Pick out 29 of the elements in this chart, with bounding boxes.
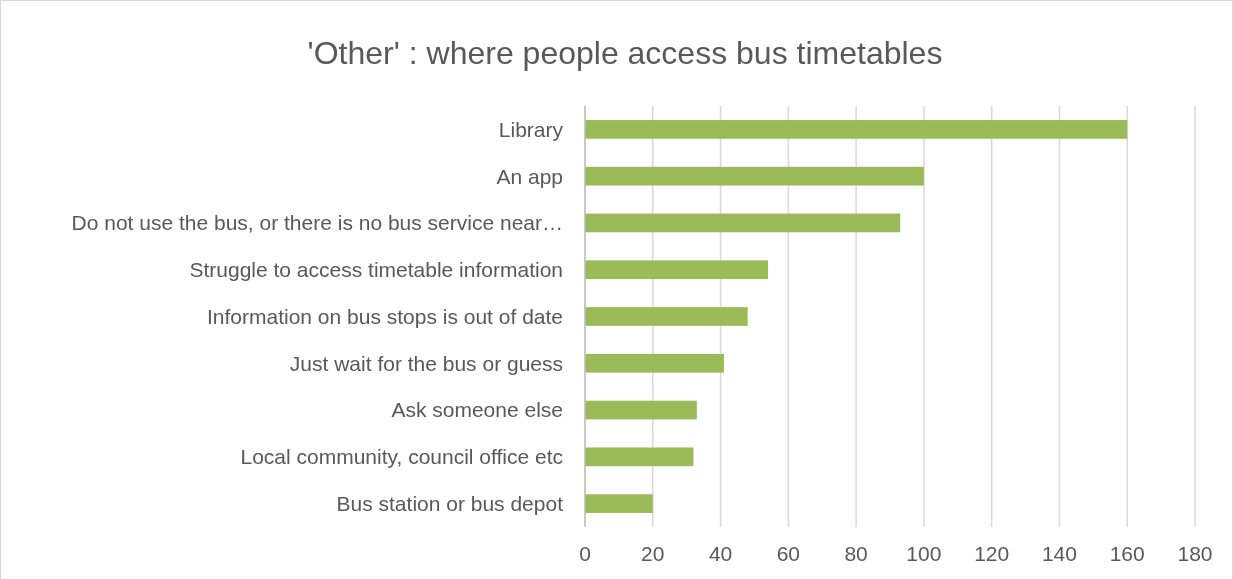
x-tick-label: 0 — [579, 542, 591, 565]
y-tick-label: Ask someone else — [391, 398, 563, 422]
y-tick-label: Do not use the bus, or there is no bus service near… — [71, 211, 563, 235]
y-tick-label: Information on bus stops is out of date — [206, 304, 563, 328]
x-tick-label: 60 — [776, 542, 801, 565]
y-tick-label: Local community, council office etc — [240, 445, 563, 469]
x-tick-label: 20 — [641, 542, 665, 565]
bar — [585, 494, 653, 513]
bar — [585, 307, 748, 326]
bar — [585, 213, 901, 233]
x-tick-label: 100 — [906, 542, 942, 565]
bar — [585, 447, 694, 467]
y-tick-label: Bus station or bus depot — [336, 491, 564, 515]
y-tick-label: Just wait for the bus or guess — [289, 351, 563, 375]
x-tick-label: 160 — [1109, 542, 1145, 565]
x-tick-label: 80 — [844, 542, 868, 565]
x-tick-label: 40 — [708, 542, 733, 565]
bar — [585, 120, 1128, 139]
y-tick-label: An app — [496, 164, 563, 188]
bar — [585, 166, 924, 186]
x-tick-label: 140 — [1041, 542, 1077, 565]
bar — [585, 353, 724, 373]
y-tick-label: Library — [498, 117, 564, 141]
x-tick-label: 180 — [1177, 542, 1213, 565]
bar — [585, 260, 768, 280]
bar — [585, 400, 697, 420]
chart-title: 'Other' : where people access bus timetables — [307, 35, 943, 71]
x-tick-label: 120 — [974, 542, 1010, 565]
y-tick-label: Struggle to access timetable information — [189, 258, 563, 282]
